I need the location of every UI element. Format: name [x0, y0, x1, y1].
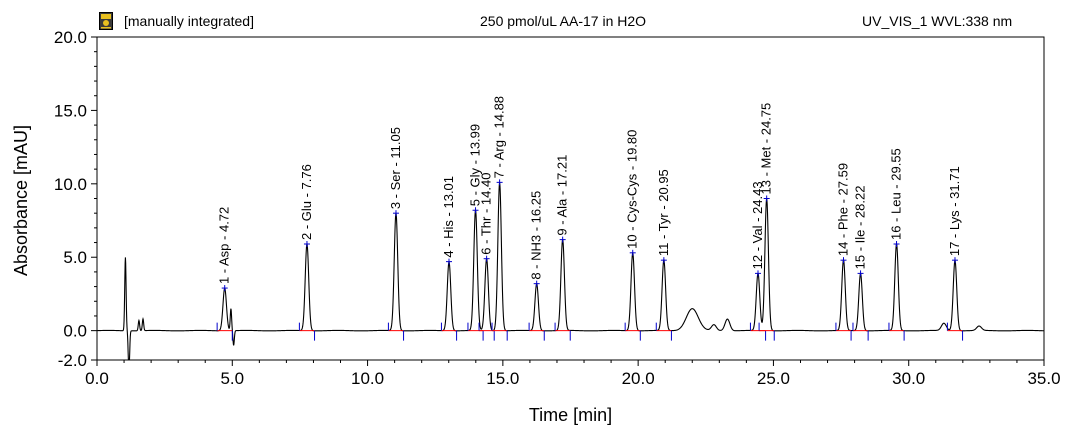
peak-label: 1 - Asp - 4.72 [217, 207, 232, 284]
y-tick-label: 10.0 [54, 175, 87, 194]
y-tick-label: 5.0 [63, 248, 87, 267]
y-tick-label: 15.0 [54, 101, 87, 120]
peak-label: 3 - Ser - 11.05 [388, 127, 403, 209]
peak-label: 2 - Glu - 7.76 [299, 164, 314, 240]
x-tick-label: 30.0 [892, 369, 925, 388]
x-axis-label: Time [min] [529, 405, 612, 425]
peak-label: 8 - NH3 - 16.25 [529, 191, 544, 280]
peak-label: 12 - Val - 24.43 [750, 181, 765, 269]
peak-label: 6 - Thr - 14.40 [479, 173, 494, 255]
y-tick-label: 20.0 [54, 28, 87, 47]
peak-label: 5 - Gly - 13.99 [468, 124, 483, 206]
x-tick-label: 15.0 [486, 369, 519, 388]
peak-label: 16 - Leu - 29.55 [889, 148, 904, 240]
chromatogram-channel-icon[interactable] [99, 12, 113, 30]
chromatogram-trace [96, 182, 1044, 361]
x-tick-label: 20.0 [622, 369, 655, 388]
peak-label: 10 - Cys-Cys - 19.80 [625, 130, 640, 249]
integration-status: [manually integrated] [124, 13, 254, 29]
channel-info: UV_VIS_1 WVL:338 nm [862, 13, 1013, 29]
x-tick-label: 25.0 [757, 369, 790, 388]
peak-label: 9 - Ala - 17.21 [555, 155, 570, 236]
x-tick-label: 5.0 [220, 369, 244, 388]
y-tick-label: -2.0 [58, 351, 87, 370]
x-tick-label: 0.0 [85, 369, 109, 388]
peak-label: 17 - Lys - 31.71 [947, 166, 962, 256]
y-tick-label: 0.0 [63, 322, 87, 341]
peak-label: 7 - Arg - 14.88 [492, 96, 507, 178]
x-tick-label: 10.0 [351, 369, 384, 388]
x-tick-label: 35.0 [1027, 369, 1060, 388]
peak-label: 15 - Ile - 28.22 [853, 186, 868, 270]
peak-label: 4 - His - 13.01 [441, 176, 456, 258]
peak-label: 11 - Tyr - 20.95 [656, 169, 671, 256]
sample-name: 250 pmol/uL AA-17 in H2O [480, 13, 647, 29]
peak-label: 14 - Phe - 27.59 [836, 163, 851, 256]
peak-label: 13 - Met - 24.75 [759, 103, 774, 195]
y-axis-label: Absorbance [mAU] [11, 125, 31, 276]
plot-frame [96, 36, 1045, 361]
